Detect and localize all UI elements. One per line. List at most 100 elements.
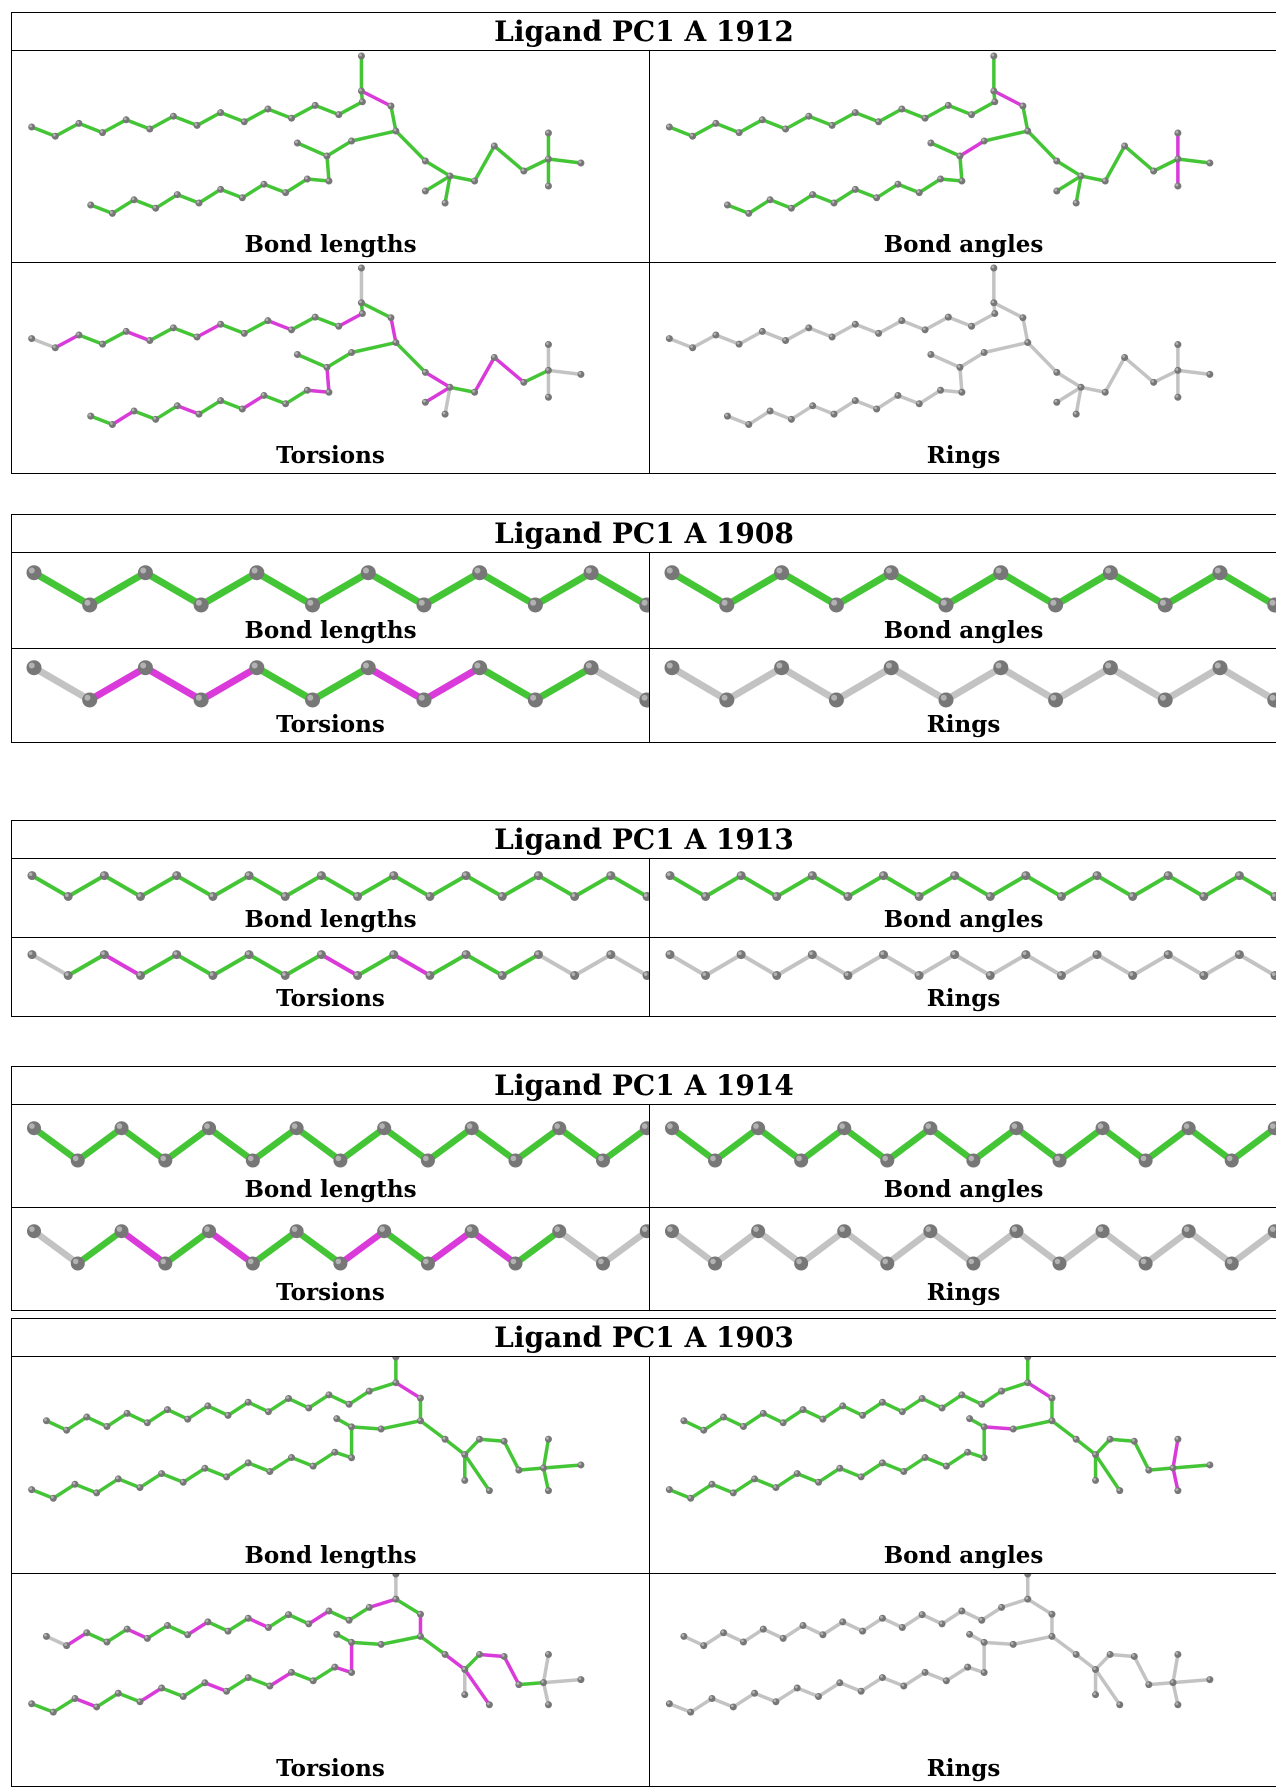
bond [297, 1231, 341, 1263]
bond [801, 1128, 844, 1160]
atom [447, 384, 454, 391]
bond [309, 1395, 329, 1408]
bond [1076, 1439, 1095, 1454]
bond [480, 1439, 505, 1441]
atom [501, 1438, 508, 1445]
atom [294, 140, 301, 147]
bond [292, 105, 316, 118]
atom [245, 1674, 252, 1681]
bond [884, 955, 920, 976]
atom [246, 1257, 260, 1271]
atom [1235, 950, 1244, 959]
atom [217, 321, 224, 328]
bond [1133, 876, 1169, 897]
atom [720, 1629, 727, 1636]
bond [268, 1615, 288, 1628]
atom [760, 1626, 767, 1633]
atom [378, 1641, 385, 1648]
atom [348, 1423, 355, 1430]
atom [346, 1617, 353, 1624]
atom [915, 892, 924, 901]
bond [201, 573, 257, 605]
atom [894, 392, 901, 399]
bond [112, 200, 134, 214]
atom [751, 1224, 765, 1238]
atom [461, 1691, 468, 1698]
bond [201, 668, 257, 700]
bond [743, 1629, 763, 1642]
atom [461, 1451, 468, 1458]
bond [90, 668, 146, 700]
atom [1021, 950, 1030, 959]
atom [859, 1628, 866, 1635]
bond [391, 106, 396, 131]
bond [475, 146, 495, 181]
bond [591, 573, 647, 605]
bond [466, 876, 502, 897]
atom [687, 1495, 694, 1502]
bond [994, 303, 1023, 318]
atom [93, 1703, 100, 1710]
bond [32, 127, 56, 136]
atom [875, 330, 882, 337]
atom [27, 1121, 41, 1135]
bond [352, 1427, 382, 1429]
atom [442, 1436, 449, 1443]
atom [1057, 971, 1066, 980]
bond [1133, 955, 1169, 976]
atom [780, 1419, 787, 1426]
atom [422, 158, 429, 165]
atom [75, 120, 82, 127]
atom [417, 1611, 424, 1618]
panel-bond-lengths: Bond lengths [12, 859, 649, 937]
atom [138, 660, 153, 675]
atom [724, 413, 731, 420]
atom [1213, 565, 1228, 580]
bond [1125, 357, 1154, 382]
bond [67, 1633, 87, 1646]
atom [501, 1653, 508, 1660]
bond [891, 668, 946, 700]
bond [55, 335, 79, 348]
bond [165, 1231, 209, 1263]
atom [956, 364, 963, 371]
bond [819, 1683, 840, 1697]
atom [1145, 1681, 1152, 1688]
bond [1168, 876, 1204, 897]
bond [253, 1128, 297, 1160]
bond [904, 1672, 925, 1686]
bond [984, 343, 1028, 353]
atom [465, 1224, 479, 1238]
bond [349, 1607, 369, 1620]
atom [1131, 1438, 1138, 1445]
bond [1026, 955, 1062, 976]
panel-bond-angles: Bond angles [650, 51, 1276, 262]
atom [204, 1618, 211, 1625]
bond [973, 1231, 1016, 1263]
bond [321, 955, 357, 976]
panel-caption: Bond angles [650, 1539, 1276, 1573]
atom [288, 326, 295, 333]
atom [736, 341, 743, 348]
bond [783, 1410, 803, 1423]
atom [202, 1121, 216, 1135]
bond [1013, 1421, 1052, 1429]
panel-torsions: Torsions [12, 649, 649, 742]
bond [670, 876, 706, 897]
atom [937, 176, 944, 183]
bond [1023, 106, 1028, 131]
atom [305, 693, 320, 708]
atom [136, 892, 145, 901]
bond [848, 955, 884, 976]
bond [104, 955, 140, 976]
atom [417, 1417, 424, 1424]
atom [194, 598, 209, 613]
atom [875, 118, 882, 125]
atom [1103, 660, 1118, 675]
atom [1131, 1653, 1138, 1660]
atom [879, 1399, 886, 1406]
atom [87, 413, 94, 420]
atom [666, 124, 673, 131]
atom [880, 1154, 894, 1168]
atom [417, 1633, 424, 1640]
